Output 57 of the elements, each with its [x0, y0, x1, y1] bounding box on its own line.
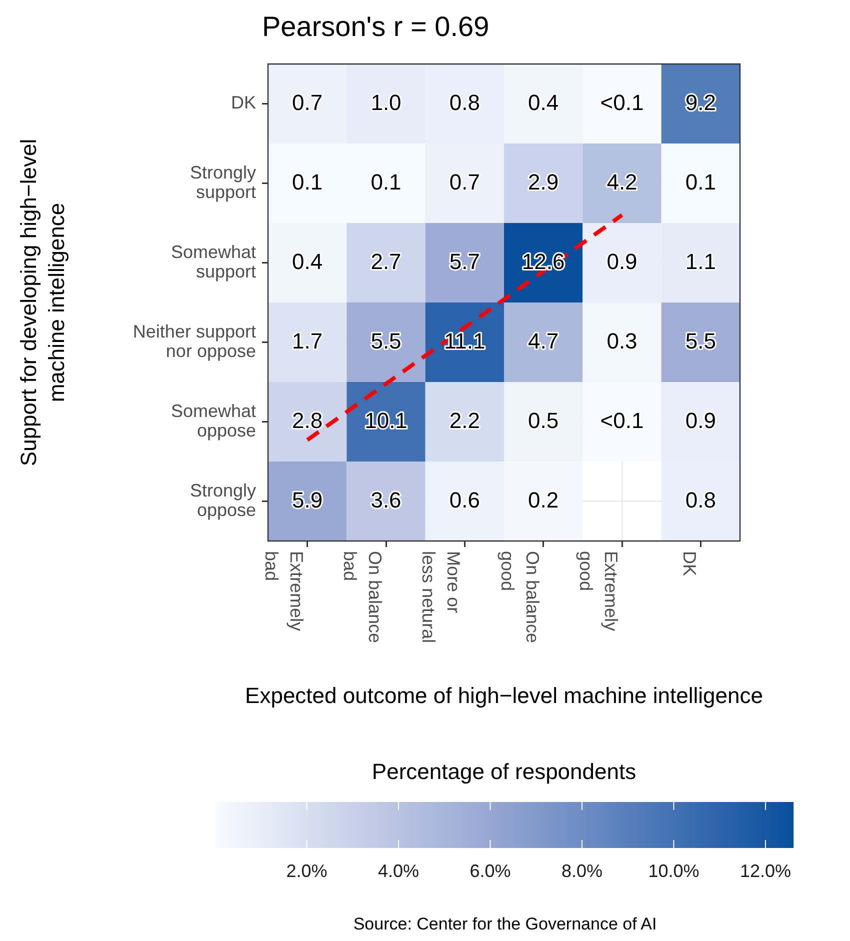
color-bar-label: 12.0% [740, 860, 791, 881]
data-label: 2.7 [370, 248, 402, 274]
color-bar-label: 2.0% [286, 860, 328, 881]
data-label: 11.1 [444, 328, 486, 354]
color-bar-label: 8.0% [561, 860, 602, 881]
data-label: 0.4 [528, 90, 559, 115]
data-label: 0.6 [449, 487, 480, 512]
x-tick-label: On balance good [497, 551, 542, 644]
data-label: 3.6 [370, 487, 402, 512]
data-label: 0.3 [606, 328, 638, 354]
data-label: 0.1 [370, 169, 402, 194]
y-tick-label: Somewhat oppose [170, 400, 256, 441]
x-tick-label: DK [680, 551, 700, 576]
color-bar-title: Percentage of respondents [372, 759, 636, 784]
data-label: 0.1 [685, 169, 716, 194]
data-label: 0.7 [449, 169, 480, 194]
data-label: 0.8 [685, 487, 716, 512]
data-label: 0.1 [292, 169, 323, 194]
data-label: <0.1 [600, 408, 644, 433]
data-label: 1.1 [685, 248, 716, 274]
data-label: 4.2 [606, 169, 638, 194]
data-label: 2.2 [449, 408, 480, 433]
color-bar-label: 10.0% [648, 860, 700, 881]
y-tick-label: Somewhat support [170, 242, 256, 282]
data-label: 2.9 [528, 169, 559, 194]
data-label: 9.2 [685, 90, 716, 115]
data-label: 0.9 [606, 248, 638, 274]
data-label: 5.5 [370, 328, 402, 354]
chart-title: Pearson's r = 0.69 [262, 11, 490, 42]
x-tick-label: Extremely good [576, 551, 622, 632]
color-bar-label: 4.0% [378, 860, 420, 881]
data-label: 1.7 [292, 328, 323, 354]
x-axis-title: Expected outcome of high−level machine intelligence [245, 683, 763, 708]
data-label: 0.9 [685, 408, 716, 433]
data-label: 1.0 [370, 90, 402, 115]
y-axis-title: Support for developing high−level machine intelligence [16, 138, 70, 466]
color-bar-label: 6.0% [470, 860, 511, 881]
data-label: <0.1 [600, 90, 644, 115]
data-label: 0.8 [449, 90, 480, 115]
x-tick-label: On balance bad [340, 551, 386, 644]
data-label: 10.1 [364, 408, 408, 433]
data-label: 0.2 [528, 487, 559, 512]
data-label: 5.7 [449, 248, 480, 274]
data-label: 0.5 [528, 408, 559, 433]
data-label: 0.4 [292, 248, 323, 274]
data-label: 5.9 [292, 487, 323, 512]
y-tick-label: DK [230, 92, 256, 113]
source-note: Source: Center for the Governance of AI [353, 914, 657, 934]
x-tick-label: Extremely bad [261, 551, 306, 632]
data-label: 5.5 [685, 328, 716, 354]
y-tick-label: Strongly oppose [190, 480, 256, 520]
data-label: 4.7 [528, 328, 559, 354]
y-tick-label: Neither support nor oppose [132, 321, 256, 362]
data-label: 0.7 [292, 90, 323, 115]
data-label: 12.6 [522, 248, 565, 274]
data-label: 2.8 [292, 408, 323, 433]
y-tick-label: Strongly support [190, 162, 256, 202]
